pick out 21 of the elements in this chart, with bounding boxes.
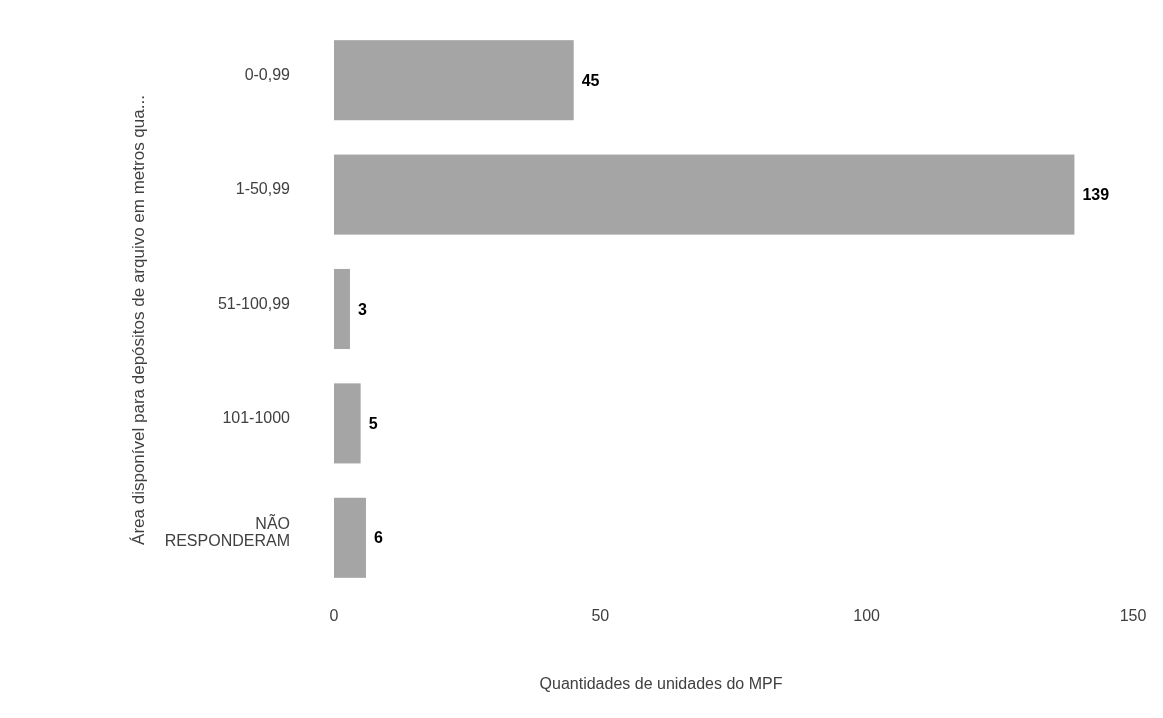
x-tick-label: 100 [853,606,881,624]
y-axis-title: Área disponível para depósitos de arquivo em metros qua... [128,95,148,545]
bar [334,154,1075,235]
x-tick-label: 50 [591,606,610,624]
data-label: 139 [1082,186,1110,204]
y-tick-label: 51-100,99 [217,294,291,312]
bar [334,497,366,578]
bar [334,268,350,350]
data-label: 3 [357,300,367,318]
bar [334,383,361,464]
bar [334,40,574,121]
x-tick-label: 0 [329,606,339,624]
data-label: 5 [368,415,378,432]
y-tick-label: 1-50,99 [235,180,291,198]
y-tick-label: 101-1000 [222,409,291,426]
x-axis-title: Quantidades de unidades do MPF [539,674,783,692]
data-label: 6 [373,529,383,547]
y-tick-label: NÃO RESPONDERAM [164,512,290,550]
data-label: 45 [581,71,600,89]
x-tick-label: 150 [1119,606,1147,624]
y-tick-label: 0-0,99 [244,65,291,83]
